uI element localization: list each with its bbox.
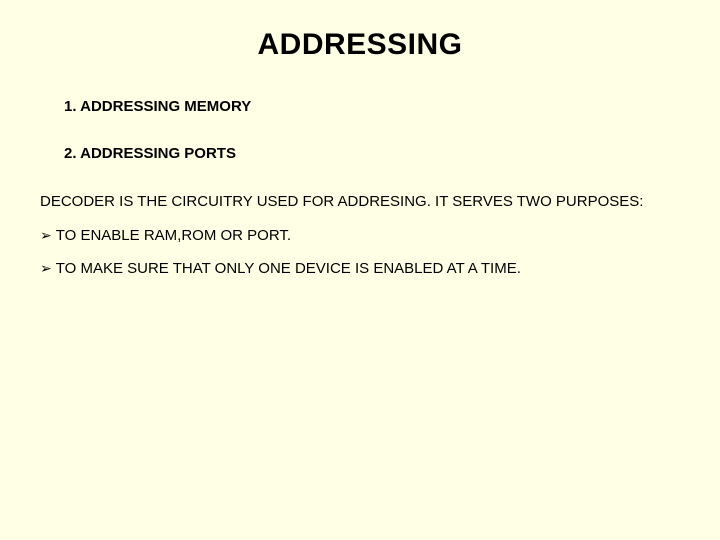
bullet-text: TO ENABLE RAM,ROM OR PORT. bbox=[56, 226, 291, 246]
bullet-marker-icon: ➢ bbox=[40, 226, 52, 245]
slide-title: ADDRESSING bbox=[40, 28, 680, 62]
slide-container: ADDRESSING 1. ADDRESSING MEMORY 2. ADDRE… bbox=[0, 0, 720, 540]
bullet-text: TO MAKE SURE THAT ONLY ONE DEVICE IS ENA… bbox=[56, 259, 521, 279]
bullet-item: ➢ TO MAKE SURE THAT ONLY ONE DEVICE IS E… bbox=[40, 259, 680, 279]
subheading-1: 1. ADDRESSING MEMORY bbox=[64, 98, 680, 115]
body-paragraph: DECODER IS THE CIRCUITRY USED FOR ADDRES… bbox=[40, 192, 680, 212]
subheading-2: 2. ADDRESSING PORTS bbox=[64, 145, 680, 162]
bullet-marker-icon: ➢ bbox=[40, 259, 52, 278]
bullet-item: ➢ TO ENABLE RAM,ROM OR PORT. bbox=[40, 226, 680, 246]
